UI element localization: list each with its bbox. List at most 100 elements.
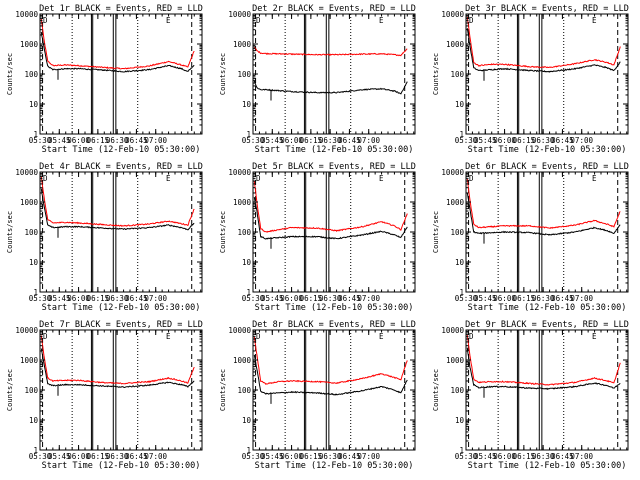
plot-frame <box>39 13 203 135</box>
events-series-line <box>253 80 408 95</box>
y-tick-label: 100 <box>450 386 464 395</box>
lld-series-line <box>253 336 408 386</box>
y-tick-label: 10000 <box>15 168 38 177</box>
x-tick-label: 06:30 <box>106 136 129 145</box>
x-tick-label: 05:45 <box>261 294 284 303</box>
y-tick-label: 10000 <box>228 10 251 19</box>
x-tick-label: 05:45 <box>474 136 497 145</box>
y-axis-label: Counts/sec <box>432 53 440 95</box>
x-tick-label: 05:45 <box>474 294 497 303</box>
flag-label-e: E <box>379 16 384 25</box>
x-tick-label: 06:45 <box>125 136 148 145</box>
x-axis-label: Start Time (12-Feb-10 05:30:00) <box>468 461 627 471</box>
panel-title: Det 9r BLACK = Events, RED = LLD <box>465 320 629 330</box>
x-tick-label: 06:15 <box>300 136 323 145</box>
y-tick-label: 1000 <box>446 40 465 49</box>
flag-label-e: E <box>379 174 384 183</box>
events-series-line <box>40 188 195 231</box>
lld-series-line <box>253 46 408 57</box>
x-axis-label: Start Time (12-Feb-10 05:30:00) <box>255 461 414 471</box>
x-tick-label: 07:00 <box>357 452 380 461</box>
x-tick-label: 05:30 <box>455 136 478 145</box>
flag-label-e: E <box>592 16 597 25</box>
x-tick-label: 05:45 <box>261 136 284 145</box>
x-tick-label: 06:30 <box>106 452 129 461</box>
panel-6: Det 6r BLACK = Events, RED = LLD D E 1 10 100… <box>432 162 629 313</box>
panel-title: Det 2r BLACK = Events, RED = LLD <box>252 4 416 14</box>
x-tick-label: 06:00 <box>493 294 516 303</box>
flag-label-e: E <box>166 332 171 341</box>
x-tick-label: 06:00 <box>280 294 303 303</box>
panel-title: Det 6r BLACK = Events, RED = LLD <box>465 162 629 172</box>
x-axis-label: Start Time (12-Feb-10 05:30:00) <box>42 303 201 313</box>
flag-label-d: D <box>469 174 474 183</box>
y-tick-label: 10000 <box>441 10 464 19</box>
flag-label-d: D <box>43 174 48 183</box>
x-tick-label: 06:45 <box>551 452 574 461</box>
flag-label-e: E <box>166 174 171 183</box>
x-tick-label: 07:00 <box>570 136 593 145</box>
panel-title: Det 3r BLACK = Events, RED = LLD <box>465 4 629 14</box>
y-tick-label: 100 <box>450 70 464 79</box>
y-tick-label: 1 <box>246 130 251 139</box>
x-tick-label: 06:15 <box>513 136 536 145</box>
y-tick-label: 10 <box>242 416 252 425</box>
y-tick-label: 1000 <box>446 198 465 207</box>
plot-frame <box>252 13 416 135</box>
events-series-line <box>40 31 195 73</box>
x-tick-label: 06:15 <box>513 452 536 461</box>
x-tick-label: 07:00 <box>144 452 167 461</box>
x-tick-label: 05:30 <box>455 294 478 303</box>
x-tick-label: 05:30 <box>242 294 265 303</box>
flag-label-d: D <box>469 332 474 341</box>
y-axis-label: Counts/sec <box>6 211 14 253</box>
plot-frame <box>465 13 629 135</box>
flag-label-d: D <box>256 16 261 25</box>
y-tick-label: 1000 <box>233 198 252 207</box>
lld-series-line <box>40 18 195 70</box>
plot-frame <box>465 329 629 451</box>
x-tick-label: 07:00 <box>357 294 380 303</box>
x-tick-label: 07:00 <box>144 136 167 145</box>
x-tick-label: 06:30 <box>532 452 555 461</box>
y-tick-label: 1000 <box>233 40 252 49</box>
y-tick-label: 10000 <box>15 326 38 335</box>
y-axis-label: Counts/sec <box>432 369 440 411</box>
y-axis-label: Counts/sec <box>219 369 227 411</box>
x-tick-label: 06:15 <box>87 452 110 461</box>
x-tick-label: 05:45 <box>474 452 497 461</box>
plot-frame <box>252 329 416 451</box>
x-tick-label: 06:45 <box>125 294 148 303</box>
flag-label-d: D <box>43 332 48 341</box>
flag-label-d: D <box>469 16 474 25</box>
y-axis-label: Counts/sec <box>6 53 14 95</box>
y-tick-label: 10 <box>242 258 252 267</box>
flag-label-d: D <box>256 332 261 341</box>
x-axis-label: Start Time (12-Feb-10 05:30:00) <box>255 303 414 313</box>
y-tick-label: 10000 <box>228 168 251 177</box>
y-tick-label: 1000 <box>446 356 465 365</box>
panel-8: Det 8r BLACK = Events, RED = LLD D E 1 10 100… <box>219 320 416 471</box>
x-tick-label: 06:15 <box>300 452 323 461</box>
y-tick-label: 10 <box>455 258 465 267</box>
panel-5: Det 5r BLACK = Events, RED = LLD D E 1 10 100… <box>219 162 416 313</box>
events-series-line <box>40 348 195 389</box>
panel-1: Det 1r BLACK = Events, RED = LLD D E 1 10 100… <box>6 4 203 155</box>
x-tick-label: 05:45 <box>48 136 71 145</box>
x-tick-label: 05:45 <box>48 452 71 461</box>
x-tick-label: 05:30 <box>29 294 52 303</box>
plot-frame <box>39 171 203 293</box>
y-tick-label: 10 <box>29 416 39 425</box>
y-tick-label: 1 <box>33 446 38 455</box>
y-tick-label: 10000 <box>228 326 251 335</box>
y-tick-label: 1000 <box>20 198 39 207</box>
y-tick-label: 1000 <box>233 356 252 365</box>
y-tick-label: 1000 <box>20 356 39 365</box>
y-tick-label: 100 <box>237 228 251 237</box>
x-tick-label: 05:30 <box>29 452 52 461</box>
panel-title: Det 1r BLACK = Events, RED = LLD <box>39 4 203 14</box>
flag-label-e: E <box>592 174 597 183</box>
panel-title: Det 7r BLACK = Events, RED = LLD <box>39 320 203 330</box>
x-tick-label: 06:00 <box>67 452 90 461</box>
x-tick-label: 06:45 <box>338 452 361 461</box>
